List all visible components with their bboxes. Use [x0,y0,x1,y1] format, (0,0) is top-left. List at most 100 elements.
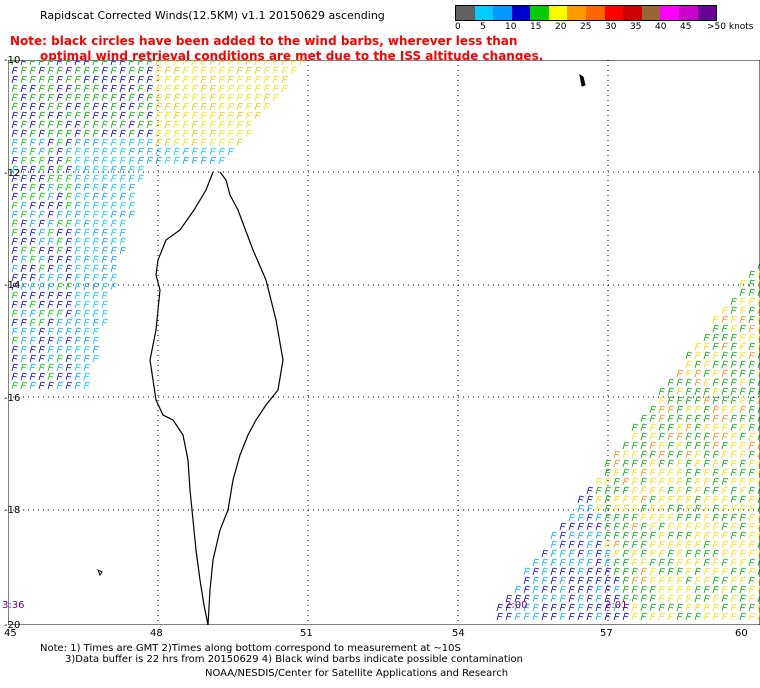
wind-barb [676,423,684,432]
wind-barb [182,111,190,120]
wind-barb [496,612,504,621]
wind-barb [721,522,729,531]
wind-barb [128,102,136,111]
wind-barb [200,84,208,93]
wind-barb [173,111,181,120]
wind-barb [92,84,100,93]
wind-barb [640,594,648,603]
wind-barb [577,549,585,558]
wind-barb [29,75,37,84]
colorbar-swatch [697,6,717,20]
wind-barb [748,486,756,495]
wind-barb [730,549,738,558]
wind-barb [685,531,693,540]
wind-barb [730,468,738,477]
wind-barb [676,414,684,423]
wind-barb [685,603,693,612]
colorbar-tick-label: 45 [680,22,692,32]
wind-barb [667,378,675,387]
wind-barb [622,459,630,468]
wind-barb [38,75,46,84]
wind-barb [577,495,585,504]
wind-barb [676,522,684,531]
wind-barb [29,183,37,192]
wind-barb [74,264,82,273]
wind-barb [146,120,154,129]
wind-barb [640,468,648,477]
wind-barb [595,531,603,540]
wind-barb [83,219,91,228]
wind-barb [200,129,208,138]
wind-barb [649,486,657,495]
wind-barb [640,432,648,441]
wind-barb [47,228,55,237]
wind-barb [119,60,126,66]
wind-barb [65,75,73,84]
wind-barb [550,531,558,540]
wind-barb [155,93,163,102]
wind-barb [11,255,19,264]
wind-barb [667,468,675,477]
wind-barb [739,396,747,405]
wind-barb [101,282,109,291]
wind-barb [748,333,756,342]
wind-barb [65,192,73,201]
wind-barb [290,60,297,66]
wind-barb [128,129,136,138]
wind-barb [586,576,594,585]
wind-barb [748,585,756,594]
wind-barb [92,210,100,219]
wind-barb [74,60,81,66]
wind-barb [703,387,711,396]
wind-barb [748,396,756,405]
wind-barb [74,174,82,183]
wind-barb [182,75,190,84]
wind-barb [227,60,234,66]
wind-barb [47,147,55,156]
wind-barb [712,396,720,405]
wind-barb [703,567,711,576]
wind-barb [74,309,82,318]
wind-barb [218,156,226,165]
wind-barb [739,342,747,351]
wind-barb [577,594,585,603]
colorbar-tick-label: 40 [655,22,667,32]
wind-barb [83,264,91,273]
wind-barb [110,66,118,75]
wind-barb [532,585,540,594]
wind-barb [694,459,702,468]
wind-barb [568,576,576,585]
wind-barb [56,381,64,390]
wind-barb [164,147,172,156]
wind-barb [56,147,64,156]
wind-barb [83,327,91,336]
wind-barb [667,612,675,621]
wind-barb [649,450,657,459]
wind-barb [703,477,711,486]
wind-barb [74,327,82,336]
wind-barb [227,102,235,111]
wind-barb [577,504,585,513]
wind-barb [730,369,738,378]
wind-barb [721,612,729,621]
wind-barb [694,504,702,513]
wind-barb [739,432,747,441]
wind-barb [119,111,127,120]
wind-barb [83,93,91,102]
wind-barb [92,201,100,210]
wind-barb [83,138,91,147]
wind-barb [92,345,100,354]
wind-barb [92,336,100,345]
wind-barb [667,441,675,450]
wind-barb [65,336,73,345]
wind-barb [29,345,37,354]
wind-barb [550,612,558,621]
wind-barb [74,237,82,246]
wind-barb [694,594,702,603]
wind-barb [550,576,558,585]
wind-barb [604,585,612,594]
wind-barb [47,75,55,84]
wind-barb [748,414,756,423]
wind-barb [20,228,28,237]
wind-barb [227,93,235,102]
